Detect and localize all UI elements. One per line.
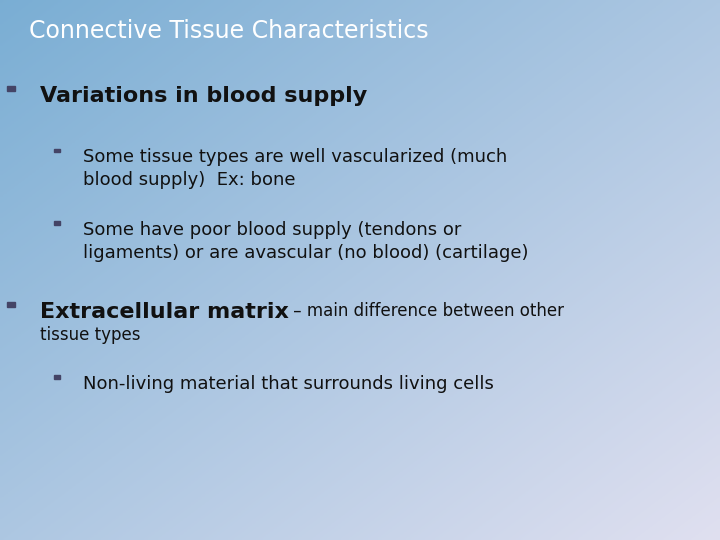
Text: – main difference between other: – main difference between other	[289, 302, 564, 320]
Text: Extracellular matrix: Extracellular matrix	[40, 302, 289, 322]
Text: Connective Tissue Characteristics: Connective Tissue Characteristics	[29, 19, 428, 43]
Bar	[54, 375, 60, 379]
Text: Some have poor blood supply (tendons or
ligaments) or are avascular (no blood) (: Some have poor blood supply (tendons or …	[83, 221, 528, 262]
Bar	[7, 302, 15, 307]
Text: Some tissue types are well vascularized (much
blood supply)  Ex: bone: Some tissue types are well vascularized …	[83, 148, 507, 190]
Text: Non-living material that surrounds living cells: Non-living material that surrounds livin…	[83, 375, 494, 393]
Bar	[54, 148, 60, 152]
Text: Variations in blood supply: Variations in blood supply	[40, 86, 367, 106]
Bar	[7, 86, 15, 91]
Text: tissue types: tissue types	[40, 326, 140, 345]
Bar	[54, 221, 60, 225]
